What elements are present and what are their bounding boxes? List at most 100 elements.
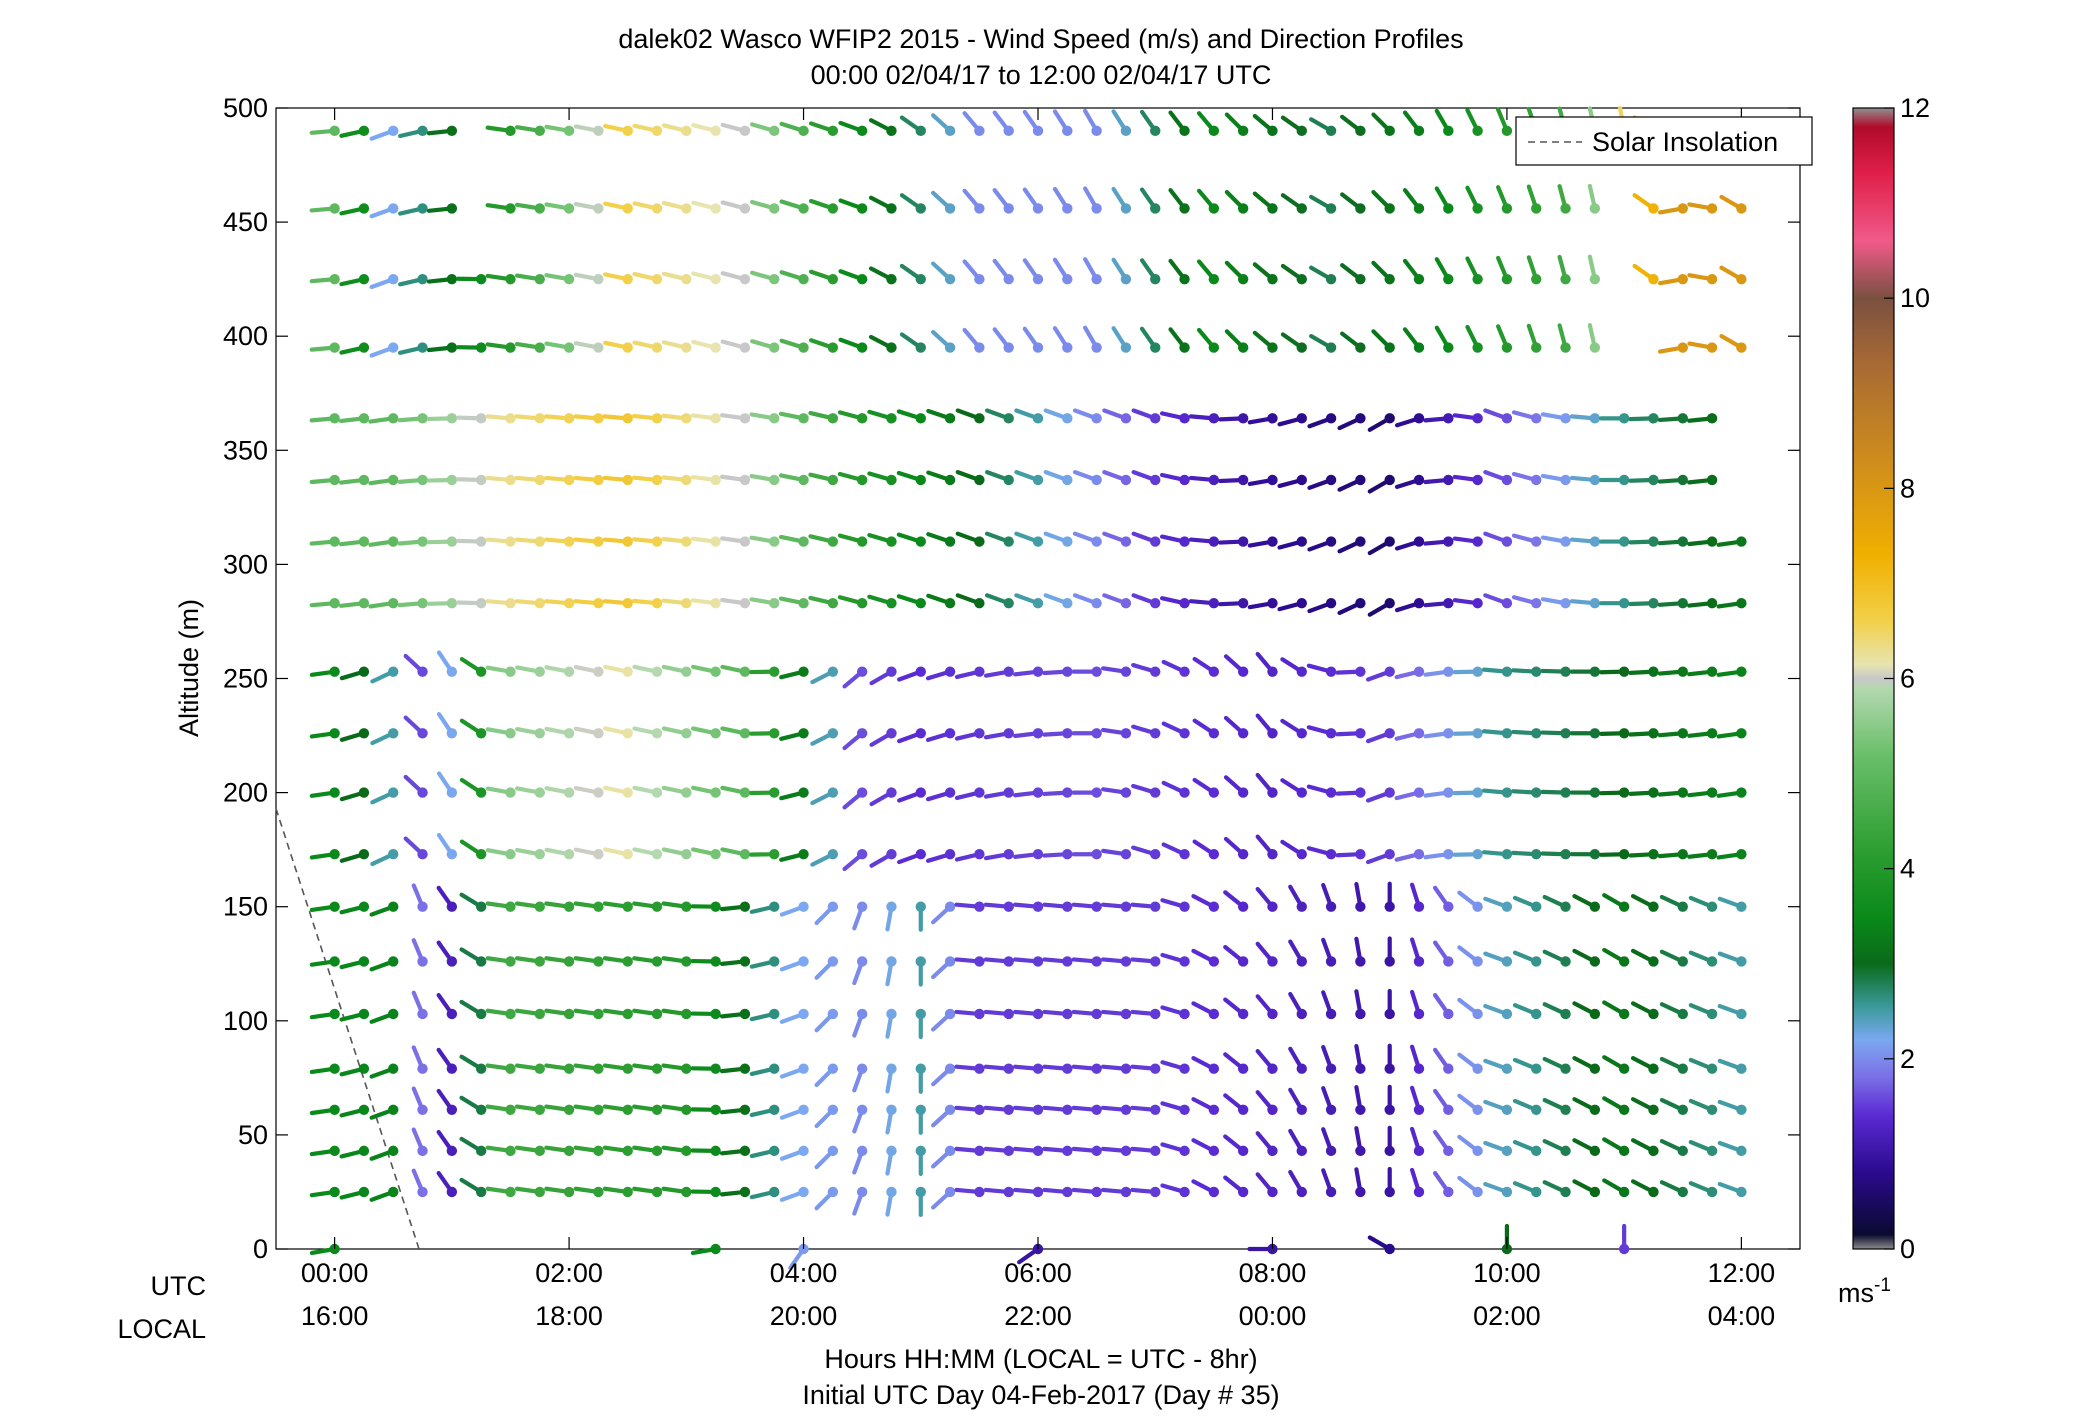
- wind-barb-point: [1472, 849, 1483, 860]
- wind-barb: [309, 125, 340, 137]
- wind-barb-point: [475, 728, 487, 739]
- wind-barb: [925, 666, 956, 681]
- wind-barb-point: [1091, 203, 1102, 214]
- wind-barb-point: [563, 203, 575, 214]
- wind-barb-point: [1267, 901, 1278, 912]
- wind-barb: [1572, 1097, 1601, 1115]
- wind-barb-point: [505, 956, 516, 967]
- wind-barb: [485, 1186, 516, 1198]
- wind-barb: [661, 785, 692, 798]
- wind-barb: [1306, 725, 1337, 739]
- wind-barb-point: [915, 413, 926, 424]
- wind-barb: [719, 1008, 751, 1020]
- wind-barb-point: [1560, 203, 1571, 214]
- wind-barb-point: [651, 666, 663, 677]
- wind-barb-point: [827, 1145, 839, 1157]
- wind-barb: [485, 342, 516, 353]
- wind-barb: [370, 728, 399, 746]
- wind-barb-point: [739, 956, 751, 967]
- wind-barb-point: [681, 901, 692, 912]
- legend-label: Solar Insolation: [1592, 127, 1778, 157]
- wind-barb: [514, 1008, 545, 1020]
- wind-barb-point: [1150, 1104, 1161, 1115]
- wind-barb-point: [1208, 1145, 1220, 1157]
- wind-barb-point: [944, 787, 956, 798]
- wind-barb: [603, 847, 633, 860]
- wind-barb-point: [1062, 901, 1073, 912]
- wind-barb-point: [1003, 849, 1014, 860]
- wind-barb: [1483, 408, 1513, 424]
- wind-barb: [1192, 656, 1220, 677]
- wind-barb: [1687, 202, 1718, 214]
- wind-barb-point: [681, 1008, 692, 1020]
- wind-barb: [1223, 1093, 1249, 1115]
- wind-barb-point: [534, 787, 545, 798]
- wind-barb: [1196, 259, 1220, 285]
- wind-barb: [1687, 341, 1718, 353]
- wind-barb: [719, 1145, 751, 1157]
- wind-barb-point: [1150, 203, 1161, 214]
- wind-barb: [1630, 948, 1659, 967]
- wind-barb: [403, 836, 428, 860]
- wind-barb: [1188, 474, 1220, 486]
- wind-barb: [397, 536, 428, 547]
- wind-barb-point: [1237, 1063, 1249, 1074]
- wind-barb-point: [1325, 273, 1337, 285]
- wind-barb: [867, 409, 897, 424]
- wind-barb-point: [475, 413, 487, 424]
- wind-barb-point: [827, 273, 839, 285]
- wind-barb-point: [1413, 536, 1425, 547]
- wind-barb: [984, 531, 1014, 547]
- wind-barb-point: [886, 273, 897, 285]
- wind-barb: [814, 1104, 839, 1129]
- wind-barb-point: [622, 273, 633, 285]
- wind-barb-point: [1443, 956, 1454, 967]
- wind-barb-point: [915, 1008, 926, 1020]
- wind-barb: [749, 787, 780, 798]
- wind-barb: [514, 1145, 545, 1157]
- wind-barb-point: [1384, 1063, 1395, 1074]
- wind-barb-point: [1443, 125, 1454, 137]
- wind-barb-point: [1560, 956, 1571, 967]
- wind-barb-point: [1003, 666, 1014, 677]
- wind-barb: [632, 1063, 663, 1074]
- wind-barb: [1072, 408, 1102, 424]
- wind-barb: [632, 474, 663, 486]
- wind-barb-point: [1706, 1008, 1718, 1020]
- wind-barb: [1022, 326, 1044, 353]
- wind-barb: [1542, 1180, 1571, 1198]
- wind-barb-point: [1355, 413, 1366, 424]
- wind-barb-point: [1384, 1243, 1395, 1255]
- wind-barb: [485, 848, 516, 860]
- wind-barb-point: [1560, 787, 1571, 798]
- wind-barb: [309, 1104, 340, 1116]
- wind-barb-point: [1325, 342, 1337, 353]
- wind-barb-point: [1736, 849, 1747, 860]
- wind-barb-point: [1618, 901, 1630, 912]
- wind-barb-point: [1501, 849, 1513, 860]
- wind-barb-point: [1120, 597, 1132, 609]
- wind-barb: [1223, 944, 1249, 967]
- wind-barb-point: [329, 125, 340, 137]
- wind-barb-point: [710, 666, 721, 677]
- wind-barb: [808, 534, 839, 547]
- x-tick-label-utc: 00:00: [301, 1258, 369, 1288]
- x-tick-label-local: 22:00: [1004, 1301, 1072, 1331]
- wind-barb: [1452, 728, 1483, 739]
- wind-barb-point: [388, 728, 399, 739]
- wind-barb: [426, 342, 458, 353]
- wind-barb: [339, 1186, 370, 1200]
- wind-barb-point: [1648, 1063, 1659, 1074]
- wind-barb-point: [915, 728, 926, 739]
- wind-barb-point: [1589, 1063, 1601, 1074]
- wind-barb: [955, 408, 985, 424]
- wind-barb-point: [593, 203, 604, 214]
- wind-barb: [814, 1145, 839, 1170]
- wind-barb: [1433, 1047, 1454, 1074]
- wind-barb: [632, 956, 663, 967]
- wind-barb: [1542, 1002, 1571, 1020]
- wind-barb-point: [798, 787, 809, 798]
- wind-barb: [515, 665, 545, 677]
- wind-barb-point: [1472, 273, 1483, 285]
